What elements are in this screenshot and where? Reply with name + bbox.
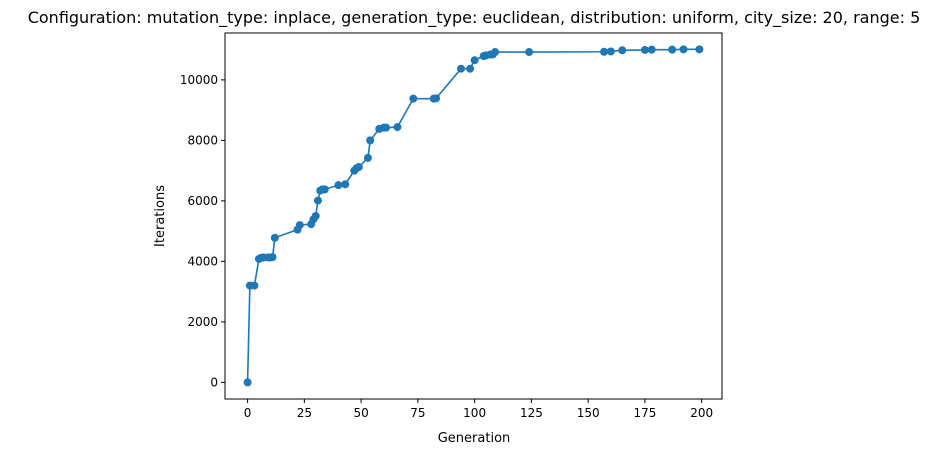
data-point bbox=[243, 378, 252, 387]
x-tick-label: 100 bbox=[463, 406, 486, 420]
data-point bbox=[268, 253, 277, 262]
data-point bbox=[320, 185, 329, 194]
data-series bbox=[243, 45, 704, 387]
y-tick-label: 2000 bbox=[187, 315, 218, 329]
data-point bbox=[409, 94, 418, 103]
data-point bbox=[311, 212, 320, 220]
x-tick-label: 75 bbox=[410, 406, 425, 420]
x-tick-label: 25 bbox=[297, 406, 312, 420]
data-point bbox=[640, 45, 649, 54]
x-tick-label: 50 bbox=[353, 406, 368, 420]
data-point bbox=[270, 233, 279, 242]
x-tick-label: 0 bbox=[244, 406, 252, 420]
y-tick-label: 8000 bbox=[187, 133, 218, 147]
x-tick-label: 175 bbox=[633, 406, 656, 420]
data-point bbox=[470, 56, 479, 65]
data-point bbox=[295, 221, 304, 230]
data-point bbox=[668, 45, 677, 54]
plot-area bbox=[225, 33, 722, 399]
data-point bbox=[341, 180, 350, 189]
data-point bbox=[600, 47, 609, 56]
axes-ticks: 0 25 50 75 100 125 150 175 200020004000600080001… bbox=[180, 73, 713, 420]
x-axis-label: Generation bbox=[438, 431, 511, 446]
data-point bbox=[334, 181, 343, 190]
data-point bbox=[679, 45, 688, 54]
x-tick-label: 200 bbox=[690, 406, 713, 420]
y-tick-label: 10000 bbox=[180, 73, 218, 87]
data-point bbox=[313, 196, 322, 205]
data-point bbox=[466, 64, 475, 73]
data-point bbox=[382, 123, 391, 132]
data-point bbox=[647, 45, 656, 54]
data-point bbox=[366, 136, 375, 145]
data-point bbox=[432, 94, 441, 103]
x-tick-label: 125 bbox=[520, 406, 543, 420]
data-point bbox=[354, 162, 363, 171]
data-point bbox=[457, 64, 466, 73]
y-tick-label: 6000 bbox=[187, 194, 218, 208]
data-point bbox=[393, 123, 402, 132]
plot-frame bbox=[224, 32, 723, 400]
y-tick-label: 0 bbox=[210, 375, 218, 389]
data-point bbox=[606, 47, 615, 56]
data-point bbox=[250, 281, 259, 290]
data-point bbox=[491, 48, 500, 57]
y-axis-label: Iterations bbox=[153, 185, 168, 247]
data-point bbox=[363, 153, 372, 162]
x-tick-label: 150 bbox=[577, 406, 600, 420]
data-point bbox=[618, 46, 627, 55]
y-tick-label: 4000 bbox=[187, 254, 218, 268]
chart-title: Configuration: mutation_type: inplace, g… bbox=[28, 8, 921, 28]
data-point bbox=[525, 48, 534, 57]
data-point bbox=[695, 45, 704, 54]
